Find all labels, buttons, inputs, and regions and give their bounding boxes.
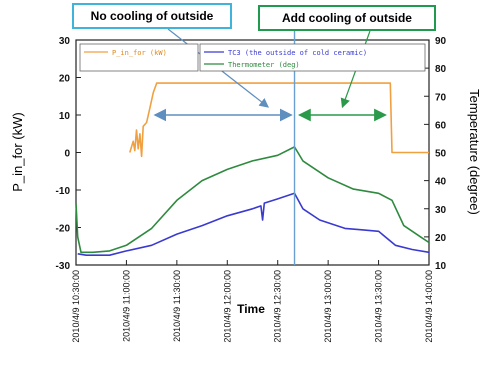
left-tick-label: 20 (59, 74, 71, 85)
right-tick-label: 60 (435, 120, 447, 131)
x-tick-label: 2010/4/9 12:00:00 (222, 270, 232, 343)
legend-box-left (79, 43, 199, 72)
left-tick-label: 0 (64, 149, 70, 160)
left-tick-label: -10 (56, 186, 71, 197)
callout-add-cooling: Add cooling of outside (258, 5, 436, 31)
y2-axis-label: Temperature (degree) (467, 89, 482, 215)
series-line (75, 146, 430, 254)
x-tick-label: 2010/4/9 11:30:00 (172, 270, 182, 342)
legend: P_in_for (kW) TC3 (the outside of cold c… (79, 43, 426, 72)
series-line (77, 192, 430, 256)
x-tick-label: 2010/4/9 13:30:00 (374, 270, 384, 343)
x-tick-label: 2010/4/9 14:00:00 (424, 270, 434, 343)
x-tick-label: 2010/4/9 13:00:00 (323, 270, 333, 343)
legend-label-power: P_in_for (kW) (112, 49, 167, 57)
right-tick-label: 10 (435, 261, 447, 272)
plot-area (75, 39, 430, 266)
series-line (129, 82, 429, 158)
left-tick-label: -30 (56, 261, 71, 272)
x-axis: 2010/4/9 10:30:00 2010/4/9 11:00:00 2010/4… (71, 260, 434, 343)
right-tick-label: 40 (435, 177, 447, 188)
legend-box-right (199, 43, 426, 72)
right-tick-label: 50 (435, 149, 447, 160)
right-tick-label: 80 (435, 64, 447, 75)
right-tick-label: 20 (435, 233, 447, 244)
legend-label-thermometer: Thermometer (deg) (228, 61, 300, 69)
x-axis-label: Time (237, 302, 265, 316)
y-axis-label: P_in_for (kW) (10, 112, 25, 191)
left-tick-label: 30 (59, 36, 71, 47)
left-tick-label: -20 (56, 224, 71, 235)
left-axis: -30 -20 -10 0 10 20 30 (56, 36, 81, 272)
right-tick-label: 70 (435, 92, 447, 103)
callout-no-cooling: No cooling of outside (72, 3, 232, 29)
right-tick-label: 30 (435, 205, 447, 216)
x-tick-label: 2010/4/9 12:30:00 (273, 270, 283, 343)
x-tick-label: 2010/4/9 11:00:00 (121, 270, 131, 342)
left-tick-label: 10 (59, 111, 71, 122)
legend-label-tc3: TC3 (the outside of cold ceramic) (228, 49, 367, 57)
right-tick-label: 90 (435, 36, 447, 47)
series-layer (75, 82, 430, 256)
right-axis: 10 20 30 40 50 60 70 80 90 (424, 36, 447, 272)
x-tick-label: 2010/4/9 10:30:00 (71, 270, 81, 343)
